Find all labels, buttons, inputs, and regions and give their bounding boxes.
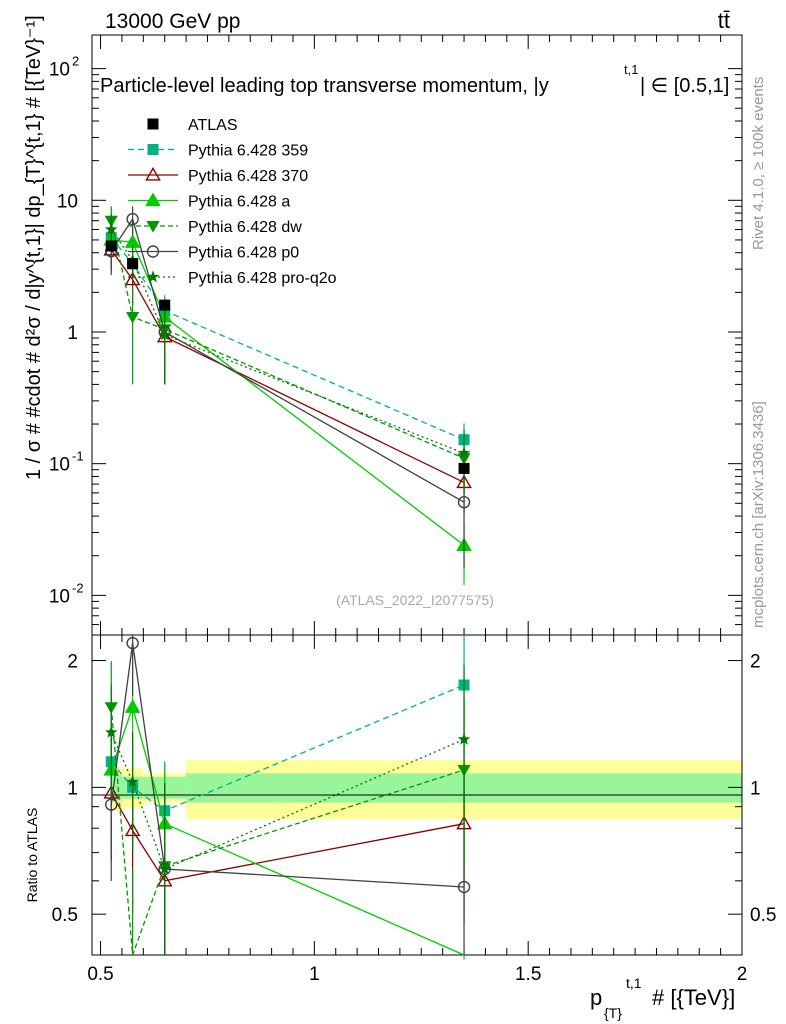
x-label-sub: {T} xyxy=(604,1005,622,1021)
legend-marker xyxy=(146,270,160,283)
watermark: (ATLAS_2022_I2077575) xyxy=(336,592,494,608)
x-label-sup: t,1 xyxy=(626,975,642,991)
legend-label: Pythia 6.428 370 xyxy=(188,168,308,185)
ratio-point xyxy=(457,880,471,894)
y-tick-label: 10 xyxy=(49,60,70,81)
ratio-line xyxy=(110,732,465,870)
legend-marker xyxy=(146,245,160,258)
rivet-label: Rivet 4.1.0, ≥ 100k events xyxy=(750,77,767,250)
ratio-point xyxy=(126,775,139,788)
series-point xyxy=(126,212,139,226)
ratio-ticks: 0.5 1 1.5 2 2 2 1 1 0.5 0.5 xyxy=(52,635,776,985)
title-sup: t,1 xyxy=(624,62,638,77)
legend: ATLAS Pythia 6.428 359 Pythia 6.428 370 Pyt… xyxy=(128,117,337,287)
series-line xyxy=(110,249,465,484)
legend-marker xyxy=(145,192,161,207)
ratio-tick-label: 2 xyxy=(67,652,78,673)
header-left: 13000 GeV pp xyxy=(105,10,240,33)
ratio-point xyxy=(105,798,118,811)
x-label-main: p xyxy=(590,985,602,1010)
ratio-line xyxy=(110,707,465,956)
x-tick-label: 2 xyxy=(737,964,748,985)
x-label-tail: # [{TeV}] xyxy=(652,985,735,1010)
main-series xyxy=(103,206,472,585)
legend-label: Pythia 6.428 359 xyxy=(188,143,308,160)
legend-label: Pythia 6.428 a xyxy=(188,194,290,211)
title-tail: | ∈ [0.5,1] xyxy=(640,75,729,97)
legend-marker xyxy=(146,221,160,233)
series-point xyxy=(126,312,140,324)
ratio-tick-label: 0.5 xyxy=(750,905,776,926)
data-point xyxy=(127,258,139,270)
legend-label: Pythia 6.428 pro-q2o xyxy=(188,270,337,287)
legend-marker xyxy=(147,144,159,155)
series-line xyxy=(110,220,465,459)
ratio-point xyxy=(124,699,141,713)
ratio-series xyxy=(103,635,472,960)
ratio-panel: 0.5 1 1.5 2 2 2 1 1 0.5 0.5 xyxy=(52,634,776,985)
x-tick-label: 0.5 xyxy=(87,964,113,985)
legend-marker xyxy=(145,166,161,181)
series-point xyxy=(457,495,471,509)
mcplots-label: mcplots.cern.ch [arXiv:1306.3436] xyxy=(750,401,767,628)
ratio-axis-label: Ratio to ATLAS xyxy=(24,808,40,903)
y-axis-label: 1 / σ # #cdot # d²σ / d|y^{t,1}| dp_{T}^… xyxy=(23,15,45,480)
series-line xyxy=(110,237,465,441)
band-stat xyxy=(110,774,122,801)
y-tick-label-exp: -2 xyxy=(72,580,84,595)
legend-label: ATLAS xyxy=(188,117,238,134)
ratio-line xyxy=(110,704,465,956)
legend-label: Pythia 6.428 p0 xyxy=(188,245,299,262)
ratio-tick-label: 2 xyxy=(750,652,761,673)
ratio-bands xyxy=(110,760,742,820)
ratio-point xyxy=(126,636,139,650)
data-point xyxy=(105,240,117,252)
series-point xyxy=(105,222,118,235)
ratio-line xyxy=(110,643,465,888)
x-axis-label: p {T} t,1 # [{TeV}] xyxy=(590,975,735,1021)
y-tick-label: 10 xyxy=(49,455,70,476)
y-tick-label-exp: -1 xyxy=(72,449,84,464)
series-point xyxy=(124,271,141,286)
data-point xyxy=(159,299,171,311)
ratio-tick-label: 1 xyxy=(67,778,78,799)
ratio-tick-label: 1 xyxy=(750,778,761,799)
ratio-point xyxy=(457,732,471,745)
x-tick-label: 1 xyxy=(309,964,320,985)
y-tick-label: 1 xyxy=(67,323,78,344)
series-line xyxy=(111,239,465,546)
y-tick-label: 10 xyxy=(57,191,78,212)
y-tick-label: 10 xyxy=(49,586,70,607)
ratio-line xyxy=(110,792,465,882)
x-tick-label: 1.5 xyxy=(515,964,541,985)
y-tick-label-exp: 2 xyxy=(72,54,79,69)
ratio-tick-label: 0.5 xyxy=(52,905,78,926)
legend-marker xyxy=(147,118,159,130)
data-point xyxy=(458,462,470,474)
header-right: tt̄ xyxy=(718,8,730,33)
series-point xyxy=(457,446,471,459)
ratio-point xyxy=(105,725,118,738)
title-main: Particle-level leading top transverse mo… xyxy=(100,75,549,97)
ratio-point xyxy=(158,862,171,875)
chart-title: Particle-level leading top transverse mo… xyxy=(100,62,729,97)
series-point xyxy=(158,328,171,341)
legend-label: Pythia 6.428 dw xyxy=(188,219,302,236)
ratio-line xyxy=(110,684,465,812)
